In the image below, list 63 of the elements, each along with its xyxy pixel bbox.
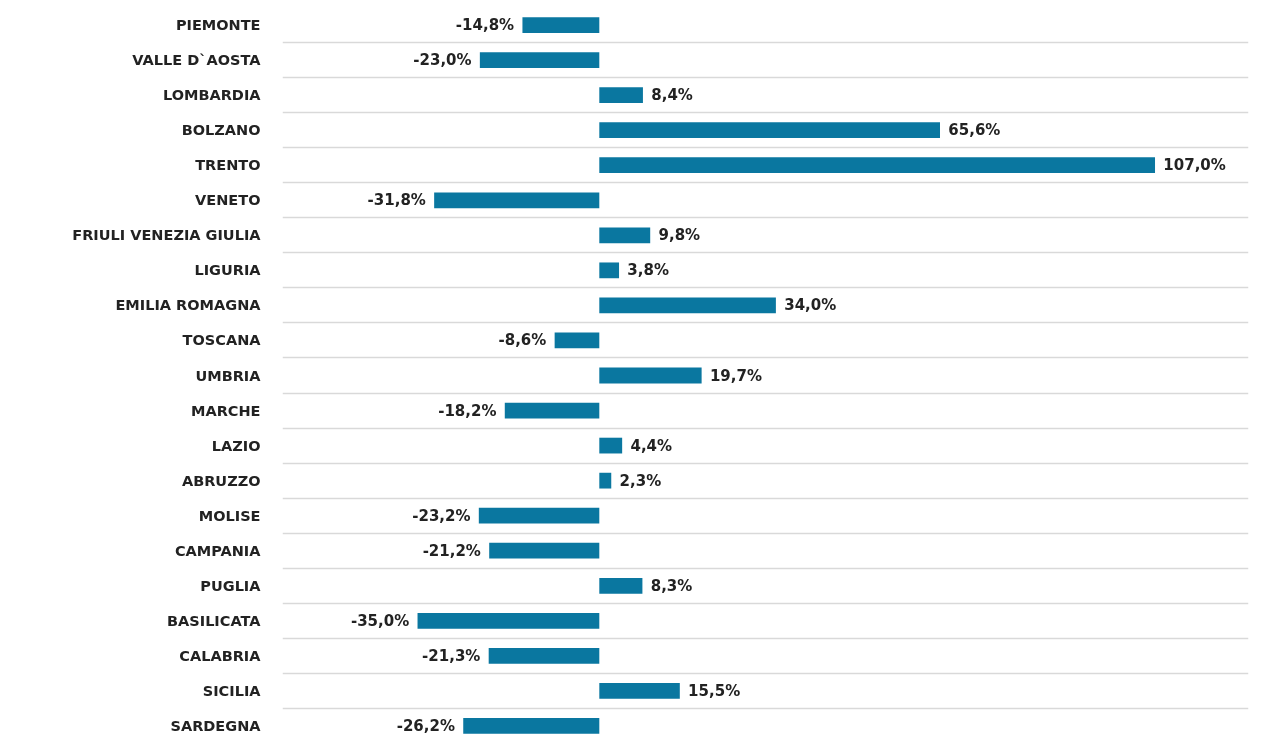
data-label: -21,2%: [422, 541, 481, 560]
bar: [599, 683, 680, 699]
bar: [479, 52, 600, 68]
y-tick-label: VENETO: [195, 192, 261, 209]
data-label: 19,7%: [709, 366, 762, 385]
bar: [463, 718, 600, 734]
data-label: -21,3%: [422, 646, 481, 665]
data-label: -14,8%: [455, 16, 515, 35]
y-tick-label: VALLE D`AOSTA: [132, 52, 262, 69]
data-label: -8,6%: [498, 331, 547, 350]
bar: [599, 437, 623, 454]
bar: [478, 507, 600, 524]
bar: [599, 577, 643, 594]
data-label: -26,2%: [396, 716, 455, 735]
data-label: 3,8%: [627, 261, 669, 280]
data-label: 65,6%: [948, 121, 1001, 140]
bar: [599, 122, 940, 139]
y-tick-label: MOLISE: [198, 507, 261, 524]
bar: [599, 227, 651, 244]
y-tick-label: UMBRIA: [195, 367, 262, 384]
y-tick-label: LIGURIA: [194, 262, 262, 279]
data-label: -23,0%: [413, 51, 472, 70]
data-label: -35,0%: [350, 611, 410, 630]
bar: [554, 332, 600, 349]
y-tick-label: TOSCANA: [182, 332, 262, 349]
y-tick-label: CAMPANIA: [174, 542, 262, 559]
y-tick-label: BOLZANO: [181, 122, 261, 139]
data-label: 2,3%: [619, 471, 662, 490]
data-label: 4,4%: [630, 436, 673, 455]
bar: [434, 192, 600, 209]
bar: [489, 542, 600, 559]
data-label: 107,0%: [1163, 156, 1226, 175]
y-tick-label: ABRUZZO: [181, 472, 261, 489]
y-tick-label: PUGLIA: [200, 577, 262, 594]
bar: [599, 472, 612, 489]
data-label: -18,2%: [438, 401, 497, 420]
bar: [504, 402, 600, 419]
y-tick-label: SICILIA: [202, 682, 262, 699]
y-tick-label: FRIULI VENEZIA GIULIA: [72, 227, 262, 244]
bar: [599, 157, 1156, 174]
bar: [599, 297, 776, 314]
data-label: 9,8%: [658, 226, 701, 245]
bar: [488, 648, 600, 664]
y-tick-label: LAZIO: [211, 437, 261, 454]
y-tick-label: EMILIA ROMAGNA: [115, 297, 262, 314]
data-label: -31,8%: [367, 191, 426, 210]
bar: [599, 367, 702, 384]
bar: [599, 87, 643, 103]
y-tick-label: TRENTO: [195, 157, 261, 174]
bar: [522, 17, 600, 33]
y-tick-label: CALABRIA: [179, 647, 262, 664]
y-tick-label: MARCHE: [191, 402, 261, 419]
data-label: 8,3%: [650, 576, 693, 595]
bar: [417, 612, 600, 629]
data-label: -23,2%: [412, 506, 471, 525]
data-label: 8,4%: [651, 86, 693, 105]
bar: [599, 262, 620, 279]
y-tick-label: LOMBARDIA: [162, 87, 262, 104]
data-label: 34,0%: [784, 296, 837, 315]
y-tick-label: BASILICATA: [167, 612, 262, 629]
data-label: 15,5%: [688, 681, 741, 700]
y-tick-label: PIEMONTE: [175, 17, 261, 34]
y-tick-label: SARDEGNA: [170, 717, 262, 734]
